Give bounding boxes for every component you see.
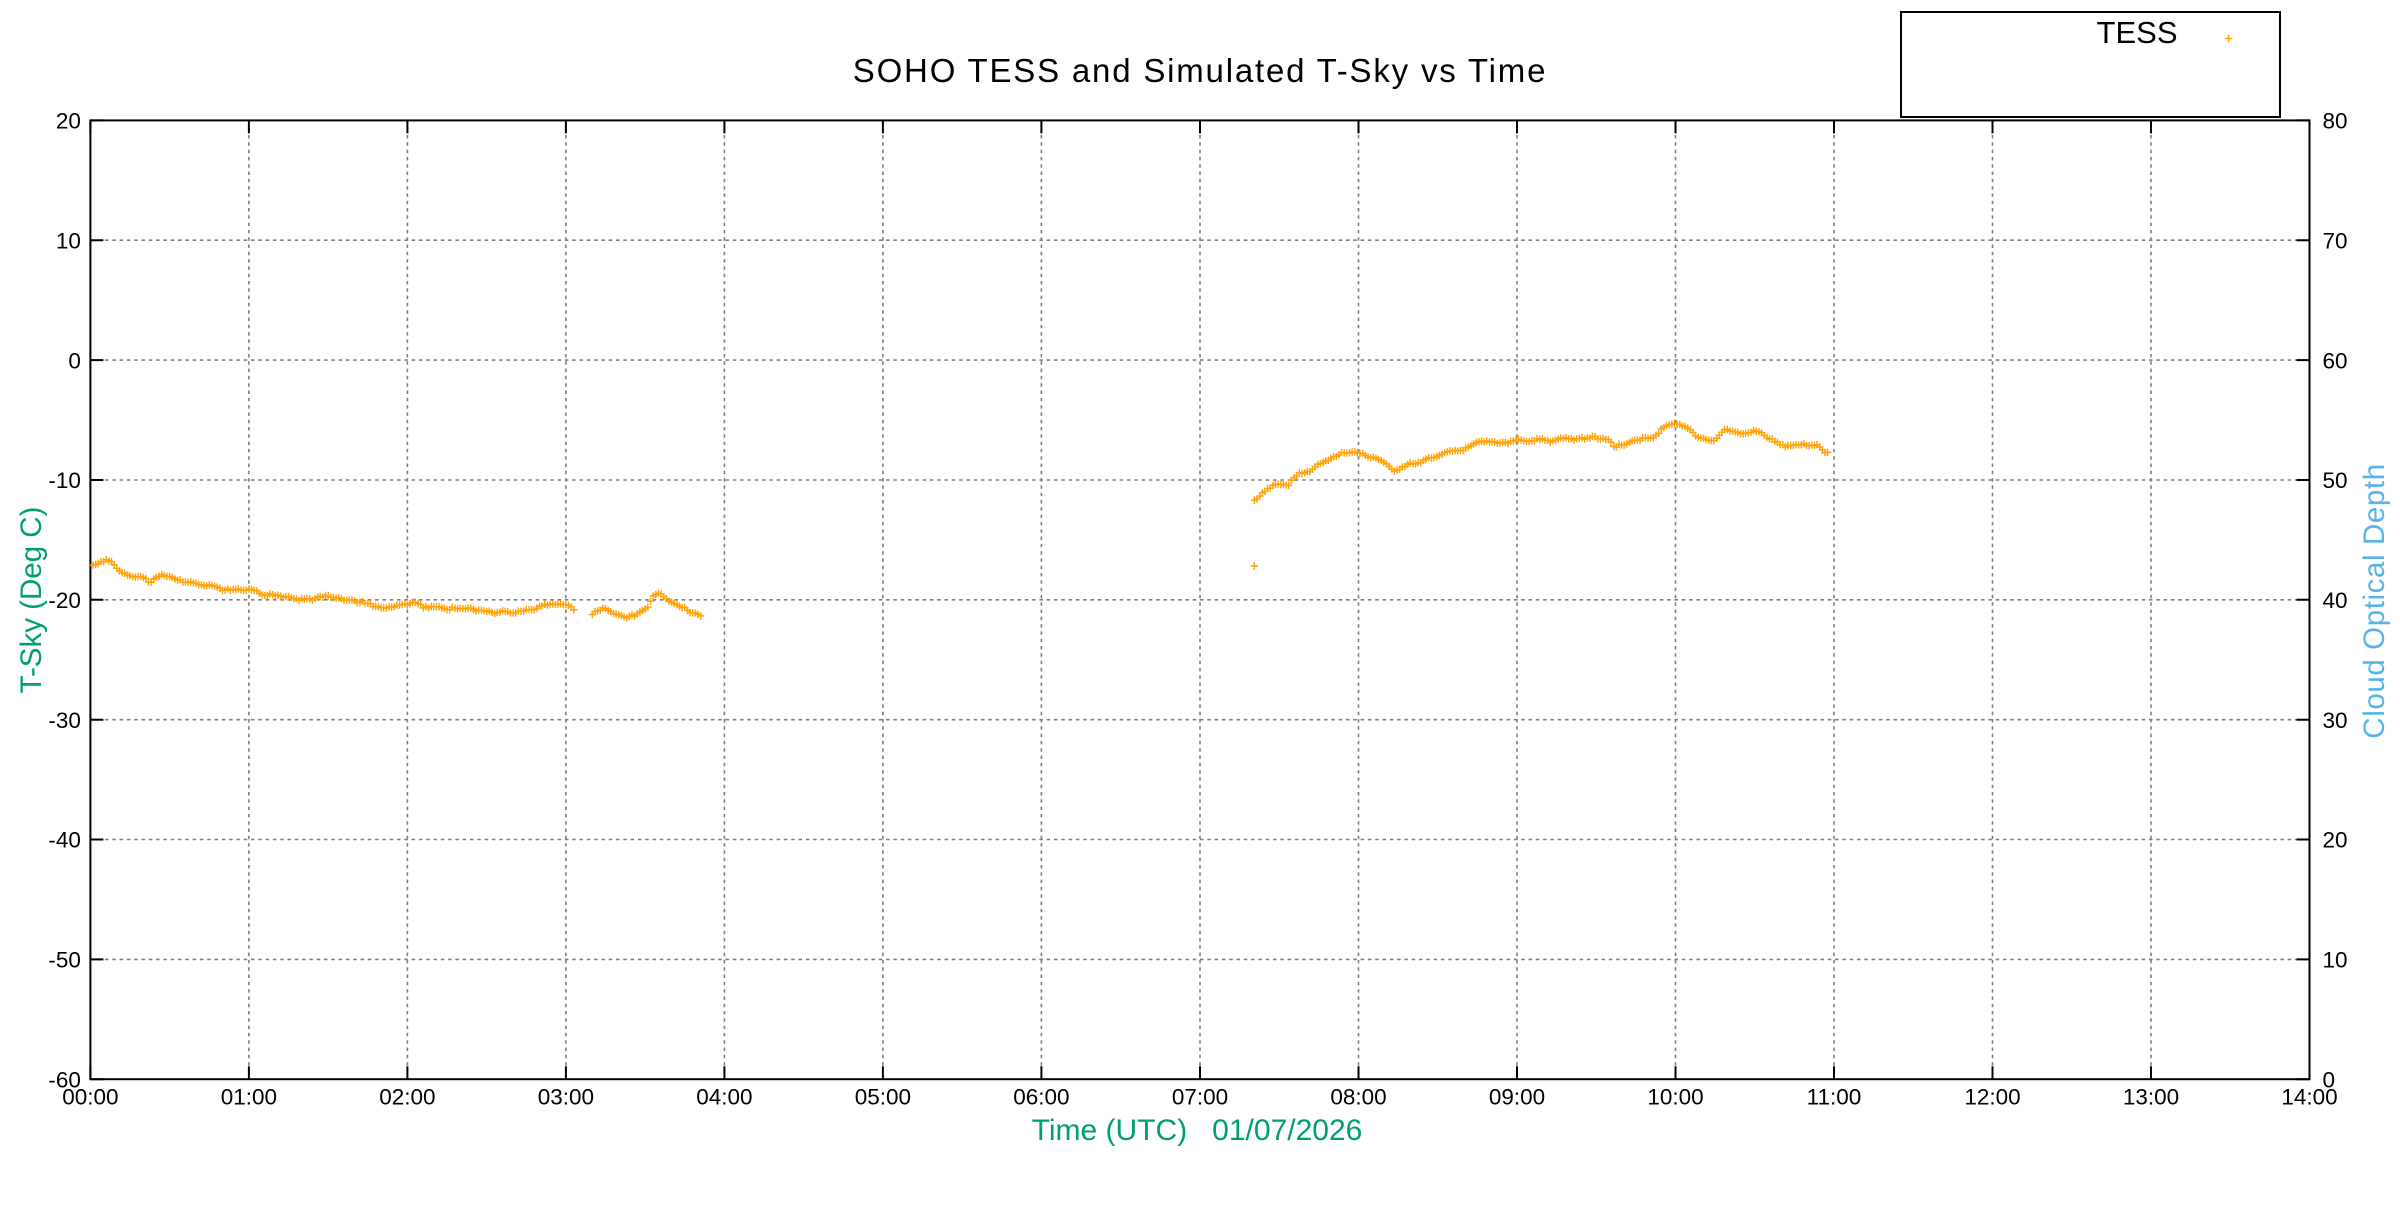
svg-text:-20: -20	[48, 588, 81, 613]
svg-text:20: 20	[2323, 828, 2348, 853]
svg-text:TESS: TESS	[2097, 15, 2178, 50]
svg-text:12:00: 12:00	[1964, 1085, 2020, 1110]
svg-text:10: 10	[56, 228, 81, 253]
svg-text:80: 80	[2323, 109, 2348, 134]
svg-text:50: 50	[2323, 468, 2348, 493]
svg-text:02:00: 02:00	[379, 1085, 435, 1110]
svg-text:10: 10	[2323, 948, 2348, 973]
svg-text:Time (UTC) 01/07/2026: Time (UTC) 01/07/2026	[1032, 1114, 1363, 1147]
svg-text:06:00: 06:00	[1013, 1085, 1069, 1110]
svg-text:08:00: 08:00	[1330, 1085, 1386, 1110]
svg-text:SOHO TESS and Simulated T-Sky: SOHO TESS and Simulated T-Sky vs Time	[853, 52, 1547, 89]
svg-text:Cloud Optical Depth: Cloud Optical Depth	[2358, 463, 2391, 738]
svg-text:14:00: 14:00	[2281, 1085, 2337, 1110]
svg-text:01:00: 01:00	[221, 1085, 277, 1110]
svg-text:09:00: 09:00	[1489, 1085, 1545, 1110]
svg-text:0: 0	[2323, 1067, 2336, 1092]
svg-text:70: 70	[2323, 228, 2348, 253]
svg-text:11:00: 11:00	[1807, 1085, 1862, 1110]
svg-text:05:00: 05:00	[855, 1085, 911, 1110]
svg-text:0: 0	[68, 348, 81, 373]
svg-text:30: 30	[2323, 708, 2348, 733]
svg-text:-40: -40	[48, 828, 81, 853]
svg-text:-10: -10	[48, 468, 81, 493]
svg-text:-30: -30	[48, 708, 81, 733]
svg-text:T-Sky (Deg C): T-Sky (Deg C)	[15, 507, 48, 694]
svg-text:-60: -60	[48, 1067, 81, 1092]
svg-text:-50: -50	[48, 948, 81, 973]
svg-text:10:00: 10:00	[1647, 1085, 1703, 1110]
svg-text:07:00: 07:00	[1172, 1085, 1228, 1110]
svg-text:60: 60	[2323, 348, 2348, 373]
svg-text:40: 40	[2323, 588, 2348, 613]
svg-text:00:00: 00:00	[62, 1085, 118, 1110]
svg-text:20: 20	[56, 109, 81, 134]
svg-text:13:00: 13:00	[2123, 1085, 2179, 1110]
svg-text:04:00: 04:00	[696, 1085, 752, 1110]
svg-text:03:00: 03:00	[538, 1085, 594, 1110]
